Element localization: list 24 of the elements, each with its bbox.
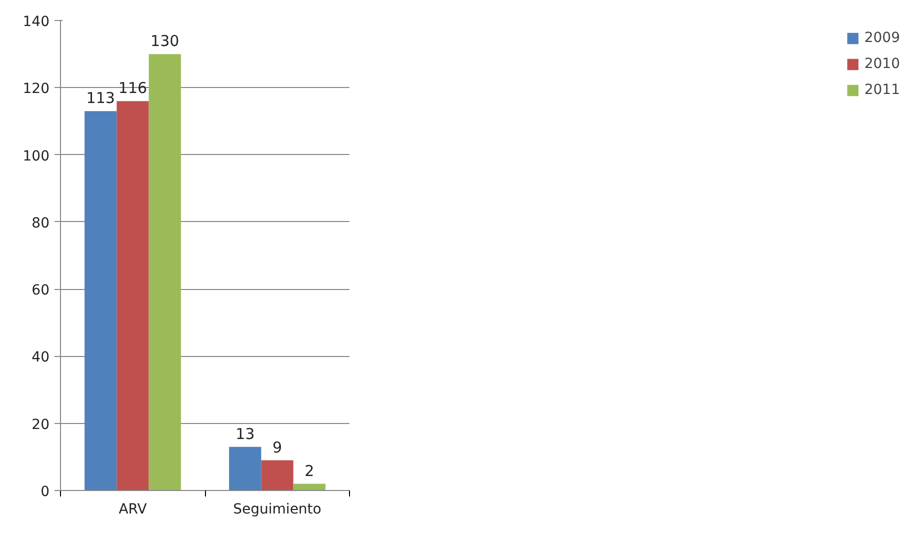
y-tick-label: 80 <box>32 215 50 232</box>
data-label: 130 <box>150 32 180 50</box>
data-label: 113 <box>86 89 115 108</box>
y-tick-label: 0 <box>40 484 50 500</box>
y-tick-label: 100 <box>22 148 50 164</box>
bar <box>84 111 117 490</box>
bar <box>116 101 149 490</box>
bar <box>229 446 262 490</box>
data-label: 116 <box>118 79 148 98</box>
x-tick-label: Seguimiento <box>233 502 322 518</box>
y-tick-label: 20 <box>32 416 50 433</box>
legend-label: 2010 <box>864 56 900 72</box>
y-tick-label: 140 <box>22 14 50 30</box>
data-label: 9 <box>272 438 282 456</box>
y-tick-label: 60 <box>32 282 50 299</box>
bar <box>261 460 294 490</box>
legend-label: 2011 <box>864 82 900 98</box>
y-tick-label: 40 <box>32 350 50 366</box>
data-label: 2 <box>304 462 314 480</box>
data-label: 13 <box>236 424 255 443</box>
x-tick-label: ARV <box>118 502 148 518</box>
legend-label: 2009 <box>864 30 900 46</box>
y-tick-label: 120 <box>22 81 50 98</box>
bar <box>148 54 181 490</box>
